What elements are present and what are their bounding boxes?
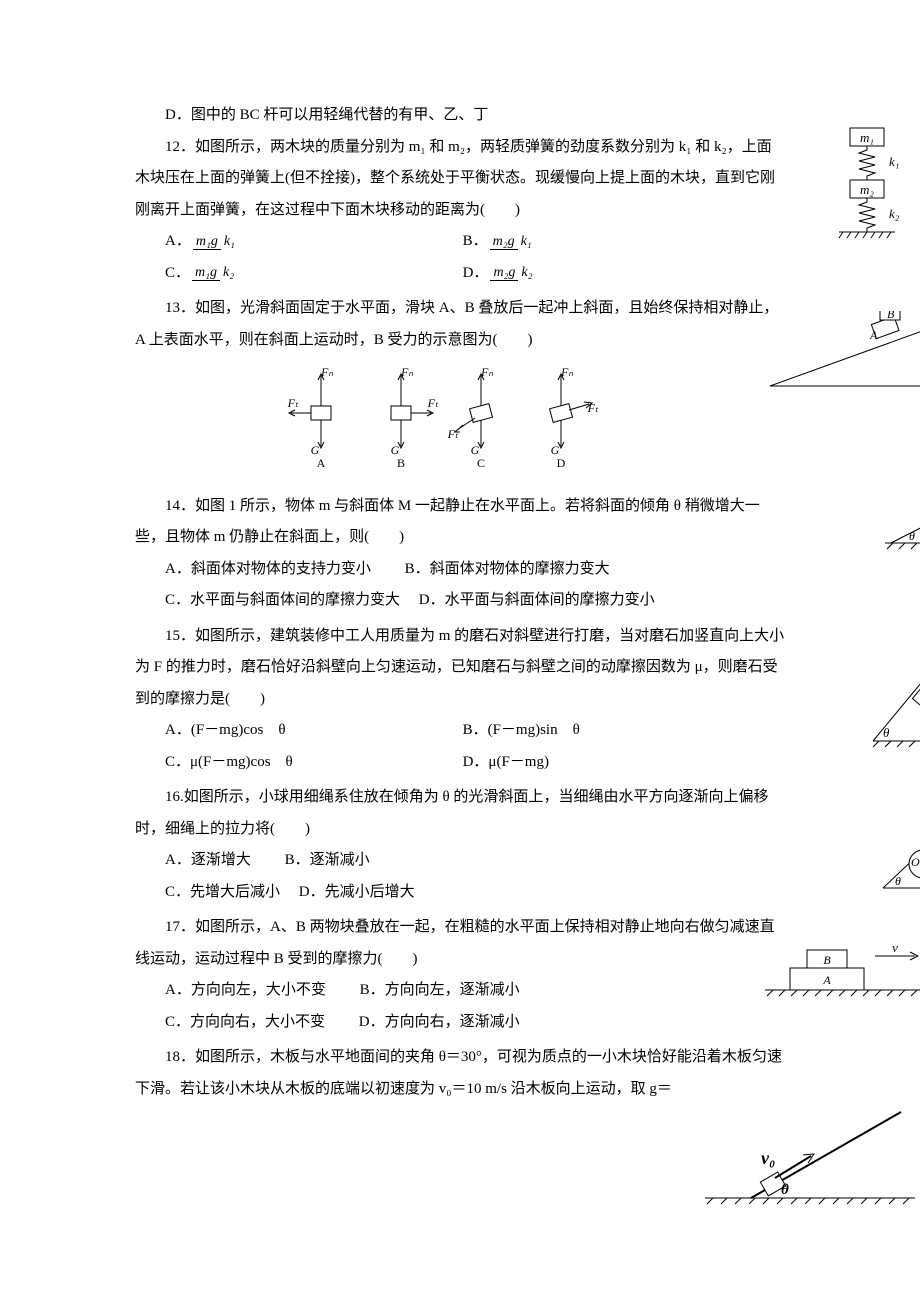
q15-options: A．(F－mg)cos θ B．(F－mg)sin θ C．μ(F－mg)cos… [135, 715, 785, 778]
q16-opt-ab: A．逐渐增大 B．逐渐减小 [135, 845, 785, 877]
q13-figure-options: Fₙ Fₜ G A Fₙ Fₜ G B Fₙ Fₜ [135, 362, 785, 485]
q15-opt-b: B．(F－mg)sin θ [463, 715, 761, 747]
q12-text: 12．如图所示，两木块的质量分别为 m₁ 和 m₂，两轻质弹簧的劲度系数分别为 … [135, 132, 785, 227]
q15-opt-c: C．μ(F－mg)cos θ [165, 747, 463, 779]
svg-text:θ: θ [883, 725, 890, 740]
svg-text:k₂: k₂ [889, 206, 900, 221]
q11-opt-d: D．图中的 BC 杆可以用轻绳代替的有甲、乙、丁 [135, 100, 785, 132]
q15-figure: F θ [865, 621, 920, 756]
svg-text:Fₙ: Fₙ [480, 365, 493, 379]
q16-figure: O D C B A θ [875, 778, 920, 898]
q15-text: 15．如图所示，建筑装修中工人用质量为 m 的磨石对斜壁进行打磨，当对磨石加竖直… [135, 621, 785, 716]
q14-opt-ab: A．斜面体对物体的支持力变小 B．斜面体对物体的摩擦力变大 [135, 554, 785, 586]
svg-text:v: v [892, 942, 898, 955]
svg-text:Fₙ: Fₙ [320, 365, 333, 379]
svg-text:m₂: m₂ [860, 182, 874, 197]
svg-text:θ: θ [781, 1182, 789, 1198]
svg-text:A: A [822, 973, 831, 987]
q14: 14．如图 1 所示，物体 m 与斜面体 M 一起静止在水平面上。若将斜面的倾角… [135, 491, 785, 617]
q12-figure: m₁ k₁ m₂ k₂ [835, 126, 915, 246]
q17: 17．如图所示，A、B 两物块叠放在一起，在粗糙的水平面上保持相对静止地向右做匀… [135, 912, 785, 1038]
q17-opt-cd: C．方向向右，大小不变 D．方向向右，逐渐减小 [135, 1007, 785, 1039]
q18-figure: v₀ θ [695, 1098, 920, 1213]
q12-opt-a: A．m₁gk₁ [165, 226, 463, 258]
q15-opt-d: D．μ(F－mg) [463, 747, 761, 779]
svg-text:D: D [557, 456, 566, 470]
q15: 15．如图所示，建筑装修中工人用质量为 m 的磨石对斜壁进行打磨，当对磨石加竖直… [135, 621, 785, 779]
q12-options: A．m₁gk₁ B．m₂gk₁ C．m₁gk₂ D．m₂gk₂ [135, 226, 785, 289]
q12-opt-b: B．m₂gk₁ [463, 226, 761, 258]
q12-opt-c: C．m₁gk₂ [165, 258, 463, 290]
q15-opt-a: A．(F－mg)cos θ [165, 715, 463, 747]
svg-text:v₀: v₀ [761, 1148, 775, 1168]
svg-text:A: A [869, 328, 878, 342]
svg-text:Fₜ: Fₜ [447, 427, 459, 441]
q14-opt-cd: C．水平面与斜面体间的摩擦力变大 D．水平面与斜面体间的摩擦力变小 [135, 585, 785, 617]
svg-text:B: B [823, 953, 831, 967]
svg-text:m₁: m₁ [860, 130, 874, 145]
svg-text:k₁: k₁ [889, 154, 899, 169]
q13-figure-incline: A B [765, 311, 920, 395]
svg-text:G: G [471, 443, 480, 457]
q17-opt-ab: A．方向向左，大小不变 B．方向向左，逐渐减小 [135, 975, 785, 1007]
q18-text: 18．如图所示，木板与水平地面间的夹角 θ＝30°，可视为质点的一小木块恰好能沿… [135, 1042, 785, 1105]
q13: 13．如图，光滑斜面固定于水平面，滑块 A、B 叠放后一起冲上斜面，且始终保持相… [135, 293, 785, 485]
svg-text:G: G [311, 443, 320, 457]
svg-text:θ: θ [895, 874, 901, 888]
svg-text:G: G [551, 443, 560, 457]
q16-opt-cd: C．先增大后减小 D．先减小后增大 [135, 877, 785, 909]
svg-text:Fₙ: Fₙ [400, 365, 413, 379]
svg-text:Fₜ: Fₜ [427, 396, 439, 410]
q17-text: 17．如图所示，A、B 两物块叠放在一起，在粗糙的水平面上保持相对静止地向右做匀… [135, 912, 785, 975]
svg-text:G: G [391, 443, 400, 457]
q12: 12．如图所示，两木块的质量分别为 m₁ 和 m₂，两轻质弹簧的劲度系数分别为 … [135, 132, 785, 290]
q13-text: 13．如图，光滑斜面固定于水平面，滑块 A、B 叠放后一起冲上斜面，且始终保持相… [135, 293, 785, 356]
q14-text: 14．如图 1 所示，物体 m 与斜面体 M 一起静止在水平面上。若将斜面的倾角… [135, 491, 785, 554]
svg-text:A: A [317, 456, 326, 470]
svg-text:B: B [887, 311, 895, 321]
svg-text:C: C [477, 456, 485, 470]
q18: 18．如图所示，木板与水平地面间的夹角 θ＝30°，可视为质点的一小木块恰好能沿… [135, 1042, 785, 1105]
svg-text:θ: θ [909, 529, 915, 543]
svg-text:B: B [397, 456, 405, 470]
q17-figure: A B v [755, 942, 920, 1002]
q14-figure: m M θ [885, 487, 920, 557]
q16-text: 16.如图所示，小球用细绳系住放在倾角为 θ 的光滑斜面上，当细绳由水平方向逐渐… [135, 782, 785, 845]
svg-text:Fₙ: Fₙ [560, 365, 573, 379]
q16: 16.如图所示，小球用细绳系住放在倾角为 θ 的光滑斜面上，当细绳由水平方向逐渐… [135, 782, 785, 908]
svg-text:Fₜ: Fₜ [587, 401, 599, 415]
q12-opt-d: D．m₂gk₂ [463, 258, 761, 290]
svg-text:Fₜ: Fₜ [287, 396, 299, 410]
svg-text:O: O [911, 855, 920, 869]
